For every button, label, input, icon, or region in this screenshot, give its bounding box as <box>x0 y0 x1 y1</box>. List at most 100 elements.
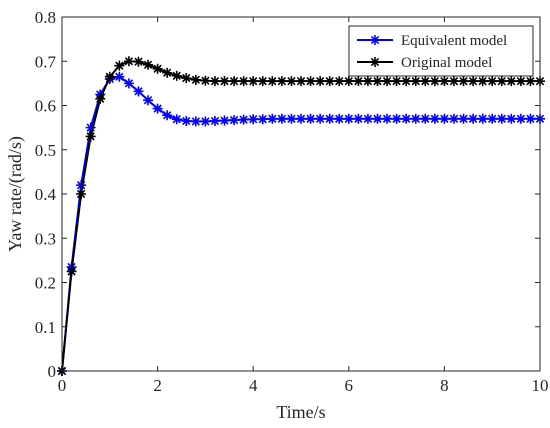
data-point-original-model <box>296 76 306 87</box>
data-point-original-model <box>305 76 316 87</box>
data-point-equivalent-model <box>391 113 402 124</box>
data-point-equivalent-model <box>382 113 393 124</box>
data-point-original-model <box>85 131 96 142</box>
data-point-original-model <box>515 76 526 87</box>
data-point-original-model <box>410 76 421 87</box>
data-point-original-model <box>267 76 278 87</box>
data-point-equivalent-model <box>248 114 259 125</box>
x-tick-label: 10 <box>532 376 549 395</box>
x-tick-label: 8 <box>440 376 449 395</box>
data-point-original-model <box>95 93 106 104</box>
legend-entry-original-model: Original model <box>357 55 492 71</box>
data-point-original-model <box>382 76 393 87</box>
x-tick-label: 4 <box>249 376 258 395</box>
data-point-equivalent-model <box>114 71 125 82</box>
legend: Equivalent model Original model <box>348 25 534 77</box>
data-point-original-model <box>429 76 440 87</box>
data-point-original-model <box>114 60 125 71</box>
y-axis-title: Yaw rate/(rad/s) <box>5 136 26 252</box>
data-point-equivalent-model <box>429 113 440 124</box>
data-point-equivalent-model <box>525 113 536 124</box>
data-point-equivalent-model <box>219 115 230 126</box>
data-point-equivalent-model <box>439 113 450 124</box>
data-point-equivalent-model <box>238 114 249 125</box>
data-point-original-model <box>209 76 220 87</box>
data-point-equivalent-model <box>190 116 201 127</box>
data-point-original-model <box>477 76 488 87</box>
data-point-equivalent-model <box>362 113 373 124</box>
data-point-equivalent-model <box>200 116 211 127</box>
data-point-equivalent-model <box>85 122 96 133</box>
x-tick-labels: 0 2 4 6 8 10 <box>58 376 549 395</box>
data-point-original-model <box>219 76 230 87</box>
data-point-original-model <box>181 73 192 84</box>
data-point-equivalent-model <box>181 115 192 126</box>
legend-marker <box>370 57 380 67</box>
data-point-original-model <box>353 76 364 87</box>
data-point-original-model <box>343 76 354 87</box>
data-point-original-model <box>525 76 536 87</box>
data-point-original-model <box>190 74 201 85</box>
data-point-equivalent-model <box>209 115 220 126</box>
data-point-equivalent-model <box>468 113 479 124</box>
data-point-original-model <box>104 71 115 82</box>
data-point-original-model <box>276 76 287 87</box>
data-point-equivalent-model <box>324 113 335 124</box>
data-point-equivalent-model <box>305 113 316 124</box>
data-point-original-model <box>468 76 479 87</box>
x-tick-label: 2 <box>153 376 162 395</box>
data-point-equivalent-model <box>343 113 354 124</box>
data-point-equivalent-model <box>372 113 383 124</box>
data-point-equivalent-model <box>296 113 306 124</box>
data-point-equivalent-model <box>267 113 278 124</box>
y-tick-label: 0.1 <box>35 318 56 337</box>
data-point-original-model <box>248 76 259 87</box>
axis-ticks <box>61 16 541 372</box>
data-point-equivalent-model <box>458 113 469 124</box>
data-point-equivalent-model <box>286 113 297 124</box>
data-point-equivalent-model <box>229 115 240 126</box>
data-point-original-model <box>420 76 431 87</box>
data-point-equivalent-model <box>410 113 421 124</box>
data-point-equivalent-model <box>448 113 459 124</box>
data-point-equivalent-model <box>171 114 182 125</box>
data-point-original-model <box>229 76 240 87</box>
plot-series <box>57 56 545 376</box>
data-point-original-model <box>238 76 249 87</box>
data-point-original-model <box>496 76 507 87</box>
data-point-original-model <box>76 189 87 199</box>
data-point-equivalent-model <box>315 113 326 124</box>
data-point-original-model <box>324 76 335 87</box>
y-tick-label: 0 <box>48 362 57 381</box>
data-point-original-model <box>458 76 469 87</box>
data-point-original-model <box>506 76 517 87</box>
legend-box <box>348 25 534 77</box>
data-point-equivalent-model <box>276 113 287 124</box>
legend-label: Equivalent model <box>401 33 507 49</box>
data-point-original-model <box>391 76 402 87</box>
legend-marker <box>370 35 380 45</box>
data-point-original-model <box>286 76 297 87</box>
data-point-equivalent-model <box>123 78 134 89</box>
y-tick-label: 0.2 <box>35 274 56 293</box>
data-point-original-model <box>334 76 345 87</box>
data-point-original-model <box>171 70 182 81</box>
y-tick-label: 0.8 <box>35 8 56 27</box>
legend-entry-equivalent-model: Equivalent model <box>357 33 507 49</box>
data-point-original-model <box>448 76 459 87</box>
data-point-original-model <box>372 76 383 87</box>
data-point-equivalent-model <box>152 103 163 114</box>
data-point-original-model <box>66 266 77 277</box>
data-point-original-model <box>257 76 268 87</box>
x-tick-label: 0 <box>58 376 67 395</box>
data-point-original-model <box>315 76 326 87</box>
y-tick-label: 0.7 <box>35 52 57 71</box>
y-tick-label: 0.3 <box>35 229 56 248</box>
data-point-original-model <box>162 67 173 78</box>
legend-entries: Equivalent model Original model <box>357 33 507 71</box>
data-point-original-model <box>123 56 134 67</box>
data-point-equivalent-model <box>401 113 412 124</box>
data-point-equivalent-model <box>76 180 87 191</box>
x-tick-label: 6 <box>345 376 354 395</box>
